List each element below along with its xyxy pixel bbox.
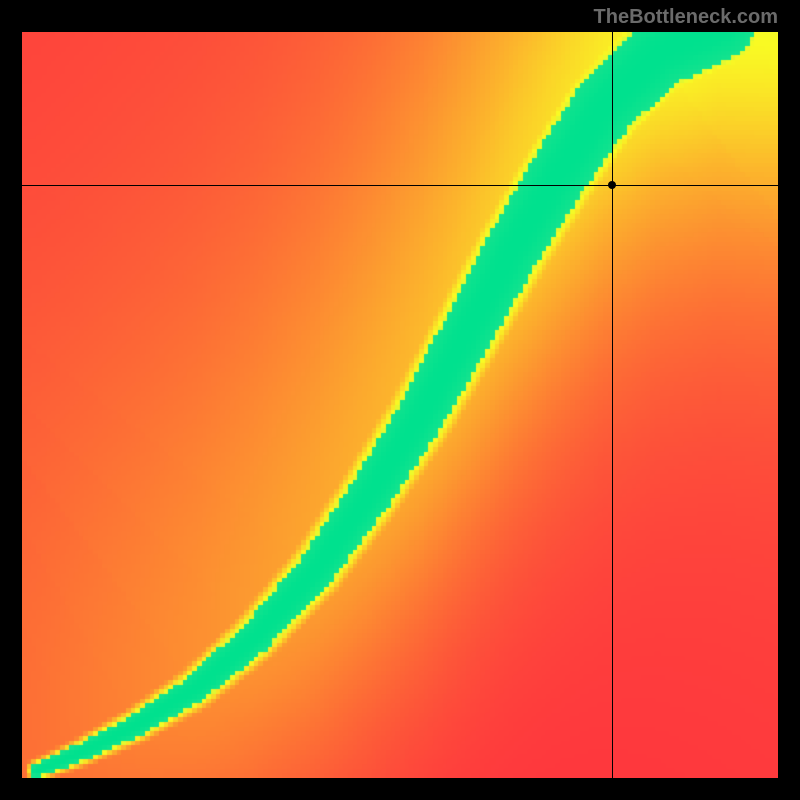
watermark-text: TheBottleneck.com	[594, 6, 778, 29]
marker-dot	[608, 181, 616, 189]
crosshair-horizontal	[22, 185, 778, 186]
crosshair-vertical	[612, 32, 613, 778]
heatmap-canvas	[22, 32, 778, 778]
bottleneck-heatmap	[22, 32, 778, 778]
